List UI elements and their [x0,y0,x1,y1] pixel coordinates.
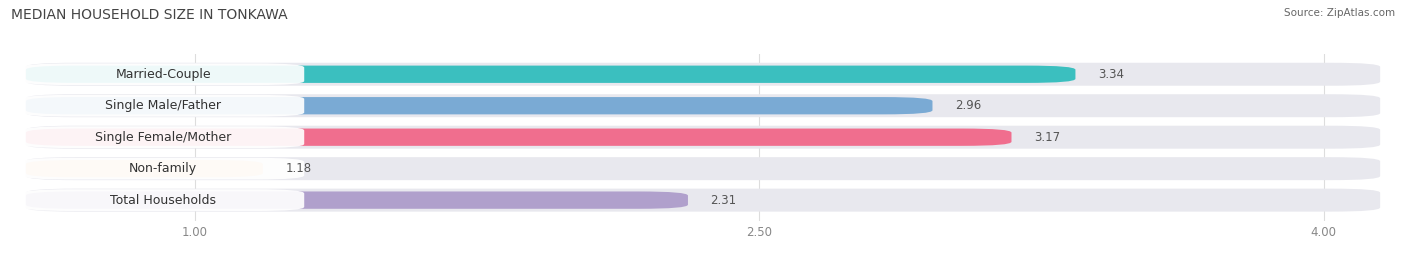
Text: 3.34: 3.34 [1098,68,1123,81]
FancyBboxPatch shape [25,160,263,177]
FancyBboxPatch shape [25,157,1381,180]
FancyBboxPatch shape [22,158,304,179]
Text: 2.96: 2.96 [955,99,981,112]
Text: MEDIAN HOUSEHOLD SIZE IN TONKAWA: MEDIAN HOUSEHOLD SIZE IN TONKAWA [11,8,288,22]
Text: Source: ZipAtlas.com: Source: ZipAtlas.com [1284,8,1395,18]
FancyBboxPatch shape [25,192,688,209]
Text: Single Female/Mother: Single Female/Mother [96,131,231,144]
FancyBboxPatch shape [25,94,1381,117]
FancyBboxPatch shape [22,126,304,148]
FancyBboxPatch shape [25,97,932,114]
Text: 1.18: 1.18 [285,162,312,175]
FancyBboxPatch shape [25,63,1381,86]
Text: Non-family: Non-family [129,162,197,175]
FancyBboxPatch shape [22,63,304,85]
FancyBboxPatch shape [22,189,304,211]
Text: 2.31: 2.31 [710,194,737,207]
FancyBboxPatch shape [25,129,1011,146]
Text: Married-Couple: Married-Couple [115,68,211,81]
FancyBboxPatch shape [22,95,304,116]
Text: Single Male/Father: Single Male/Father [105,99,221,112]
Text: 3.17: 3.17 [1033,131,1060,144]
Text: Total Households: Total Households [110,194,217,207]
FancyBboxPatch shape [25,126,1381,149]
FancyBboxPatch shape [25,189,1381,212]
FancyBboxPatch shape [25,66,1076,83]
